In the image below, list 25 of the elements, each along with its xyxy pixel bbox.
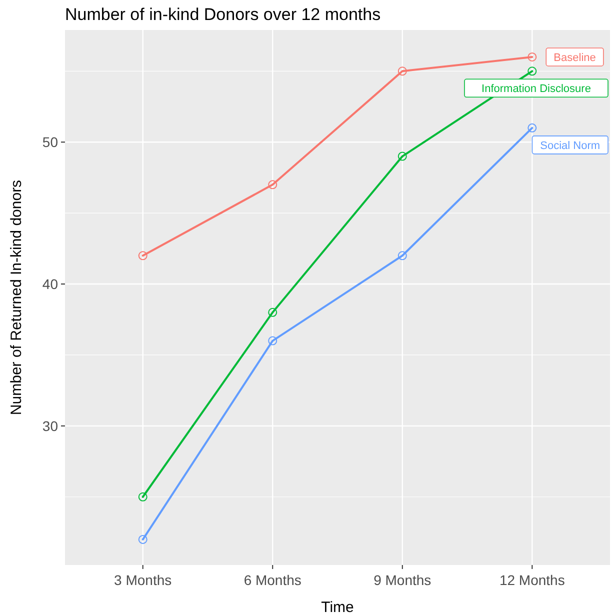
y-tick-label: 30 xyxy=(42,418,58,434)
x-axis-title: Time xyxy=(321,599,354,616)
y-axis-title: Number of Returned In-kind donors xyxy=(8,180,25,416)
y-tick-label: 40 xyxy=(42,276,58,292)
chart-title: Number of in-kind Donors over 12 months xyxy=(65,5,381,24)
x-tick-label: 9 Months xyxy=(374,572,432,588)
point xyxy=(398,251,407,260)
point xyxy=(528,66,537,76)
series-label: Social Norm xyxy=(540,140,600,152)
point xyxy=(268,308,278,317)
point xyxy=(398,152,407,161)
point xyxy=(268,336,278,346)
x-tick-label: 6 Months xyxy=(244,572,302,588)
series-label: Baseline xyxy=(554,52,596,64)
point xyxy=(398,66,407,76)
series-label: Information Disclosure xyxy=(482,83,591,96)
x-tick-label: 12 Months xyxy=(499,572,565,588)
point xyxy=(138,534,148,544)
point xyxy=(528,52,537,62)
point xyxy=(268,180,278,190)
point xyxy=(528,123,537,132)
point xyxy=(138,251,148,260)
x-tick-label: 3 Months xyxy=(114,572,172,588)
y-tick-label: 50 xyxy=(42,134,58,150)
point xyxy=(138,492,148,502)
